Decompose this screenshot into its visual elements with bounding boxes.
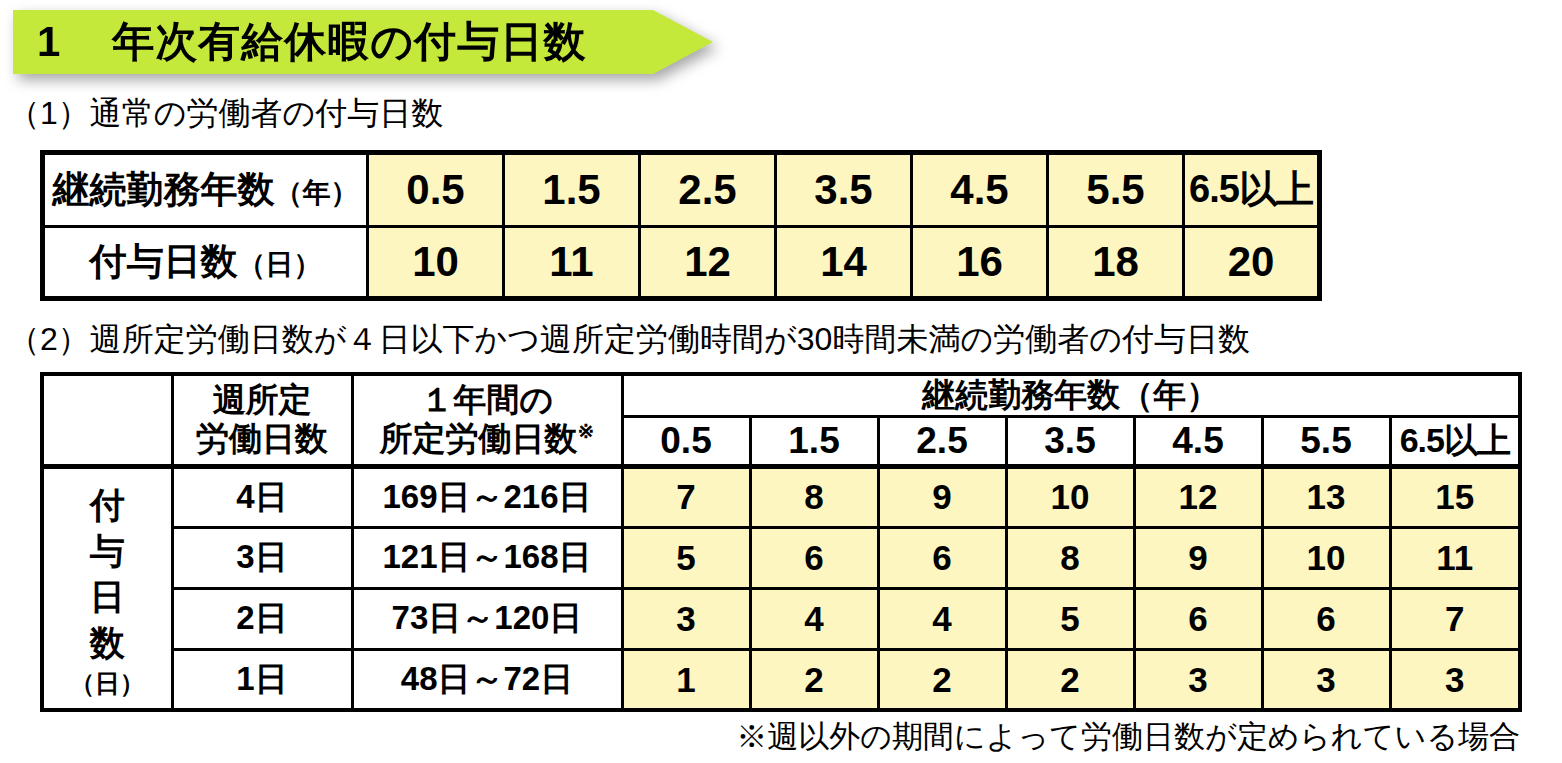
table2-value-cell: 3 [622, 588, 750, 649]
table1-year-cell: 2.5 [640, 153, 776, 227]
table2-value-cell: 6 [878, 527, 1006, 588]
table2-range-cell: 73日～120日 [352, 588, 622, 649]
table2-value-cell: 13 [1262, 466, 1390, 527]
table2-value-cell: 11 [1390, 527, 1520, 588]
table2-week-cell: 1日 [172, 649, 352, 710]
table2-week-cell: 2日 [172, 588, 352, 649]
table2-value-cell: 3 [1262, 649, 1390, 710]
table2-row-1day: 1日 48日～72日 1 2 2 2 3 3 3 [42, 649, 1520, 710]
table-parttime-workers: 週所定労働日数 １年間の所定労働日数※ 継続勤務年数（年） 0.5 1.5 2.… [40, 372, 1522, 712]
table2-year-cell: 0.5 [622, 416, 750, 466]
table1-days-label: 付与日数（日） [43, 226, 368, 298]
table2-row-4days: 付 与 日 数 （日） 4日 169日～216日 7 8 9 10 12 13 … [42, 466, 1520, 527]
table1-years-label: 継続勤務年数（年） [43, 153, 368, 227]
table2-year-cell: 4.5 [1134, 416, 1262, 466]
table2-value-cell: 5 [622, 527, 750, 588]
table1-day-cell: 18 [1048, 226, 1184, 298]
banner-title: 年次有給休暇の付与日数 [112, 14, 586, 70]
table2-year-cell: 6.5以上 [1390, 416, 1520, 466]
table2-value-cell: 2 [750, 649, 878, 710]
table2-value-cell: 8 [1006, 527, 1134, 588]
footnote: ※週以外の期間によって労働日数が定められている場合 [736, 716, 1520, 758]
table2-value-cell: 6 [750, 527, 878, 588]
table1-day-cell: 11 [504, 226, 640, 298]
table1-year-cell: 3.5 [776, 153, 912, 227]
table2-years-span-header: 継続勤務年数（年） [622, 374, 1520, 416]
table1-year-cell: 5.5 [1048, 153, 1184, 227]
table1-day-cell: 10 [368, 226, 504, 298]
table2-value-cell: 12 [1134, 466, 1262, 527]
table1-year-cell: 4.5 [912, 153, 1048, 227]
table2-week-days-header: 週所定労働日数 [172, 374, 352, 466]
table-regular-workers: 継続勤務年数（年） 0.5 1.5 2.5 3.5 4.5 5.5 6.5以上 … [40, 150, 1322, 301]
table1-day-cell: 12 [640, 226, 776, 298]
table2-year-cell: 3.5 [1006, 416, 1134, 466]
section2-heading: （2）週所定労働日数が４日以下かつ週所定労働時間が30時間未満の労働者の付与日数 [8, 318, 1250, 362]
table2-year-cell: 5.5 [1262, 416, 1390, 466]
table2-range-cell: 169日～216日 [352, 466, 622, 527]
table2-row-2days: 2日 73日～120日 3 4 4 5 6 6 7 [42, 588, 1520, 649]
table2-value-cell: 3 [1134, 649, 1262, 710]
table1-day-cell: 20 [1184, 226, 1320, 298]
table2-week-cell: 3日 [172, 527, 352, 588]
table2-value-cell: 7 [622, 466, 750, 527]
section1-heading: （1）通常の労働者の付与日数 [8, 92, 443, 136]
table1-year-cell: 6.5以上 [1184, 153, 1320, 227]
table2-range-cell: 48日～72日 [352, 649, 622, 710]
table2-value-cell: 9 [878, 466, 1006, 527]
section-banner: 1 年次有給休暇の付与日数 [13, 10, 713, 74]
banner-shape: 1 年次有給休暇の付与日数 [13, 10, 713, 74]
table2-value-cell: 9 [1134, 527, 1262, 588]
table2-row-3days: 3日 121日～168日 5 6 6 8 9 10 11 [42, 527, 1520, 588]
page: 1 年次有給休暇の付与日数 （1）通常の労働者の付与日数 継続勤務年数（年） 0… [0, 0, 1562, 763]
table2-value-cell: 6 [1262, 588, 1390, 649]
table1-year-cell: 0.5 [368, 153, 504, 227]
table2-value-cell: 2 [878, 649, 1006, 710]
table2-value-cell: 1 [622, 649, 750, 710]
table1-years-row: 継続勤務年数（年） 0.5 1.5 2.5 3.5 4.5 5.5 6.5以上 [43, 153, 1320, 227]
table2-range-cell: 121日～168日 [352, 527, 622, 588]
table2-value-cell: 8 [750, 466, 878, 527]
table2-value-cell: 10 [1006, 466, 1134, 527]
table1-day-cell: 14 [776, 226, 912, 298]
table2-value-cell: 4 [878, 588, 1006, 649]
table2-value-cell: 5 [1006, 588, 1134, 649]
table2-year-cell: 2.5 [878, 416, 1006, 466]
table1-year-cell: 1.5 [504, 153, 640, 227]
table2-year-cell: 1.5 [750, 416, 878, 466]
table2-value-cell: 15 [1390, 466, 1520, 527]
table2-value-cell: 3 [1390, 649, 1520, 710]
table2-value-cell: 6 [1134, 588, 1262, 649]
table2-header-row1: 週所定労働日数 １年間の所定労働日数※ 継続勤務年数（年） [42, 374, 1520, 416]
table2-grant-days-vertical-header: 付 与 日 数 （日） [42, 466, 172, 710]
table2-value-cell: 2 [1006, 649, 1134, 710]
table1-day-cell: 16 [912, 226, 1048, 298]
banner-number: 1 [37, 18, 60, 66]
table2-week-cell: 4日 [172, 466, 352, 527]
table2-value-cell: 7 [1390, 588, 1520, 649]
table2-year-days-header: １年間の所定労働日数※ [352, 374, 622, 466]
table1-days-row: 付与日数（日） 10 11 12 14 16 18 20 [43, 226, 1320, 298]
table2-value-cell: 10 [1262, 527, 1390, 588]
table2-corner-cell [42, 374, 172, 466]
table2-value-cell: 4 [750, 588, 878, 649]
